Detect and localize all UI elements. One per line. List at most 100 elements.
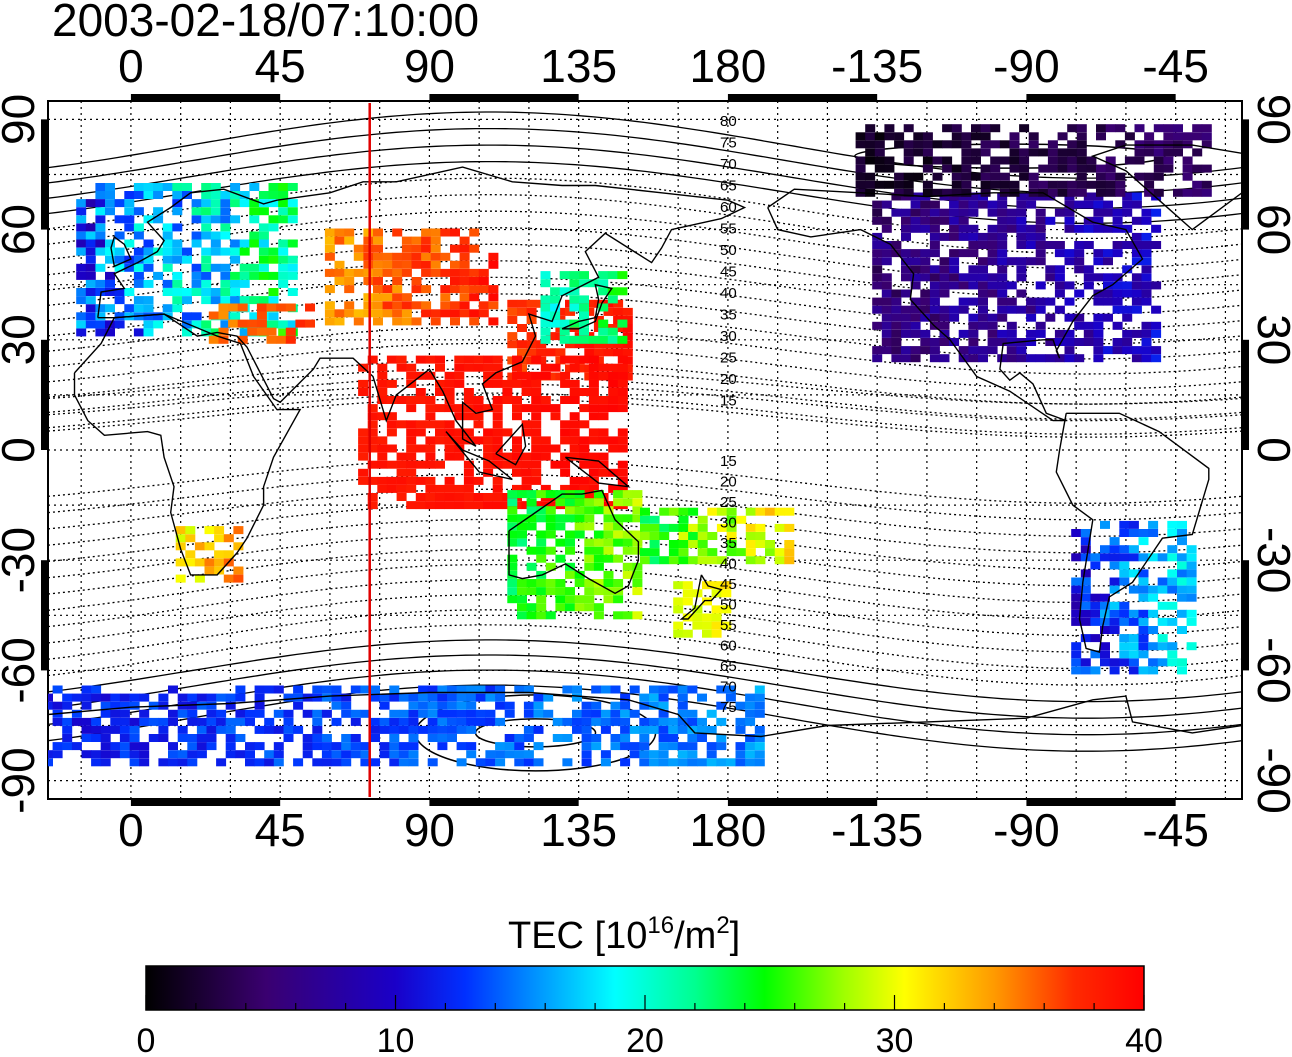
tec-cell	[531, 371, 542, 380]
tec-cell	[640, 532, 650, 540]
tec-cell	[254, 701, 265, 710]
tec-cell	[175, 526, 186, 535]
tec-cell	[512, 484, 522, 493]
tec-cell	[276, 303, 287, 312]
tec-cell	[581, 742, 592, 751]
tec-cell	[427, 693, 438, 702]
tec-cell	[745, 523, 756, 532]
coastline	[1055, 412, 1210, 653]
tec-cell	[593, 546, 604, 555]
tec-cell	[85, 304, 96, 313]
tec-cell	[949, 224, 960, 233]
tec-cell	[910, 305, 921, 314]
tec-cell	[581, 725, 592, 734]
tec-cell	[440, 268, 451, 277]
tec-cell	[1067, 180, 1078, 189]
tec-cell	[430, 260, 441, 269]
tec-cell	[555, 307, 566, 316]
tec-cell	[370, 693, 380, 702]
tec-cell	[584, 603, 595, 612]
tec-cell	[971, 156, 981, 165]
tec-cell	[526, 316, 537, 324]
tec-cell	[220, 247, 231, 256]
tec-cell	[182, 296, 192, 305]
tec-cell	[939, 216, 950, 225]
tec-cell	[678, 548, 689, 557]
tec-cell	[1006, 321, 1017, 330]
tec-cell	[95, 207, 106, 216]
tec-cell	[389, 709, 400, 718]
tec-cell	[540, 279, 551, 288]
coastline	[508, 489, 640, 595]
tec-cell	[454, 428, 465, 437]
tec-cell	[1157, 642, 1168, 651]
tec-cell	[1134, 156, 1145, 165]
tec-cell	[872, 346, 883, 355]
tec-cell	[408, 742, 419, 751]
tec-cell	[341, 742, 352, 751]
tec-cell	[139, 693, 150, 702]
tec-cell	[1103, 208, 1113, 217]
tec-cell	[408, 725, 419, 734]
top-longitude-axis: 0 45 90 135 180 -135 -90 -45	[118, 40, 1209, 92]
tec-cell	[865, 148, 876, 157]
tec-cell	[389, 750, 400, 759]
tec-cell	[598, 271, 609, 280]
tec-cell	[114, 231, 125, 240]
tec-cell	[450, 309, 460, 318]
tec-cell	[1045, 265, 1056, 274]
tec-cell	[1148, 642, 1159, 651]
tec-cell	[225, 742, 236, 751]
tec-cell	[48, 750, 53, 759]
tec-cell	[711, 589, 722, 598]
tec-cell	[1119, 561, 1130, 570]
tec-cell	[1047, 140, 1058, 149]
tec-cell	[591, 685, 602, 694]
tec-cell	[517, 307, 527, 316]
tec-cell	[1100, 658, 1110, 667]
tec-cell	[1153, 164, 1164, 173]
tec-cell	[600, 717, 611, 726]
tec-cell	[239, 271, 250, 280]
tec-cell	[607, 295, 618, 304]
tec-cell	[629, 709, 640, 718]
tec-cell	[110, 693, 121, 702]
tec-cell	[536, 595, 547, 604]
coastlines	[48, 144, 1242, 738]
tec-cell	[110, 701, 121, 710]
tec-cell	[620, 758, 631, 767]
tec-cell	[939, 265, 950, 274]
tec-cell	[401, 244, 412, 253]
colorbar-title-exponent: 16	[647, 912, 674, 939]
tec-cell	[545, 587, 556, 596]
tec-cell	[997, 224, 1008, 233]
tec-cell	[129, 693, 140, 702]
tec-cell	[459, 285, 470, 294]
tec-cell	[425, 396, 436, 404]
tec-cell	[401, 268, 412, 277]
tec-cell	[536, 603, 547, 612]
tec-cell	[363, 252, 374, 261]
tec-cell	[632, 498, 643, 507]
tec-cell	[958, 232, 969, 241]
tec-cell	[201, 288, 212, 296]
tec-cell	[143, 279, 154, 288]
tec-cell	[358, 428, 369, 437]
tec-cell	[613, 611, 624, 620]
tec-cell	[990, 164, 1001, 173]
tec-cell	[473, 396, 484, 404]
tec-cell	[162, 239, 173, 248]
tec-cell	[100, 758, 111, 767]
tec-cell	[1141, 265, 1152, 274]
frame-bar-top	[429, 94, 579, 101]
tec-cell	[162, 304, 173, 313]
tec-cell	[891, 313, 902, 322]
tec-cell	[1047, 148, 1058, 157]
tec-cell	[196, 701, 207, 710]
contour-line	[48, 359, 1242, 405]
tec-cell	[1192, 148, 1203, 157]
tec-cell	[1103, 200, 1113, 209]
tec-cell	[1141, 208, 1152, 217]
tec-cell	[373, 277, 383, 285]
contour-line	[48, 548, 1242, 604]
